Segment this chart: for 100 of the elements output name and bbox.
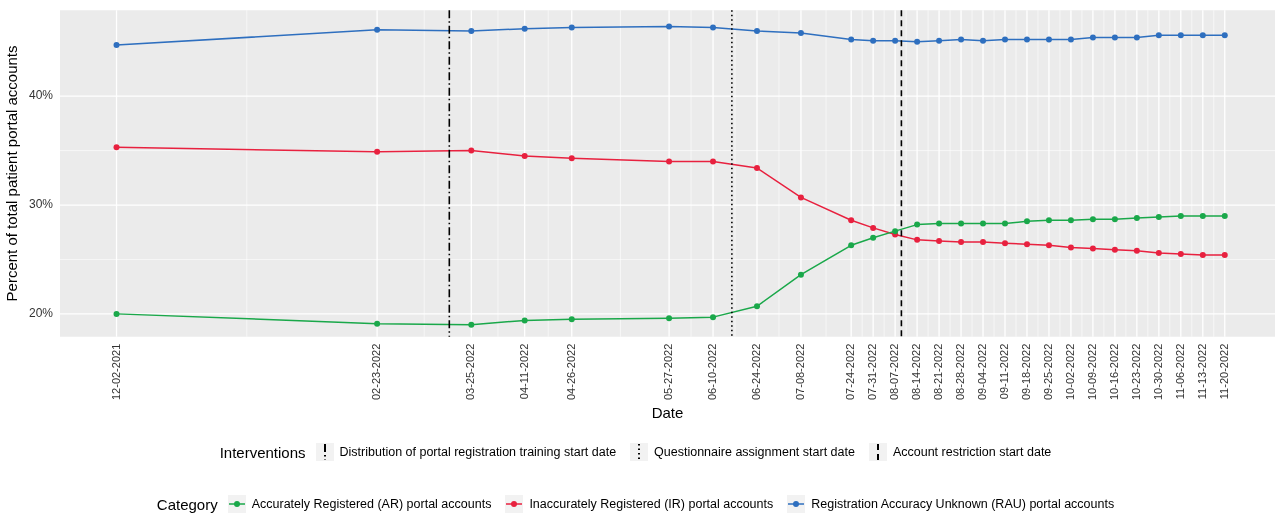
point [980,37,987,44]
point [1133,247,1140,254]
point [568,155,575,162]
point [848,242,855,249]
point [914,221,921,228]
x-tick-label: 09-04-2022 [976,343,989,401]
point [710,314,717,321]
point [870,234,877,241]
x-tick-label: 07-08-2022 [793,343,806,401]
legend-title: Category [156,495,218,513]
x-tick-label: 10-02-2022 [1063,343,1076,401]
point [568,24,575,31]
point [936,220,943,227]
point [374,320,381,327]
point [1002,36,1008,43]
x-tick-label: 10-23-2022 [1129,343,1142,401]
x-tick-label: 05-27-2022 [662,343,675,401]
point [936,37,943,44]
point [914,38,921,45]
point [1199,32,1206,39]
point [980,220,987,227]
point [1045,36,1052,43]
x-tick-label: 03-25-2022 [464,343,477,401]
point [1067,217,1074,224]
point [1002,240,1008,247]
x-tick-label: 10-30-2022 [1151,343,1164,401]
point [892,37,899,44]
y-tick-label: 40% [28,88,54,103]
point [1067,36,1074,43]
legend-label: Questionnaire assignment start date [654,445,855,459]
point [1089,34,1096,41]
point [753,165,760,172]
y-tick-label: 30% [28,197,54,212]
x-tick-label: 06-10-2022 [706,343,719,401]
point [568,316,575,323]
point [468,321,475,328]
point [1023,241,1030,248]
x-tick-label: 10-09-2022 [1085,343,1098,401]
point [753,303,760,310]
point [374,148,381,155]
point [1089,216,1096,223]
point [113,310,120,317]
x-tick-label: 08-28-2022 [954,343,967,401]
point [1177,212,1184,219]
x-tick-label: 11-20-2022 [1217,343,1230,400]
point [468,147,475,154]
point [1221,32,1228,39]
point [1067,244,1074,251]
point [1199,252,1206,259]
x-tick-label: 09-18-2022 [1020,343,1033,401]
point [1155,32,1162,39]
x-tick-label: 12-02-2021 [109,343,122,401]
point [1023,218,1030,225]
point [710,158,717,165]
x-tick-label: 04-11-2022 [517,343,530,400]
point [1133,215,1140,222]
x-tick-label: 09-25-2022 [1041,343,1054,401]
y-tick-label: 20% [28,306,54,321]
x-tick-label: 02-23-2022 [370,343,383,401]
point [1155,249,1162,256]
point [1199,212,1206,219]
point [958,239,965,246]
legend-label: Inaccurately Registered (IR) portal accounts [529,497,774,511]
legend-label: Accurately Registered (AR) portal accounts [251,497,492,511]
point [374,26,381,33]
point [848,217,855,224]
point [1111,34,1118,41]
point [980,239,987,246]
point [1177,251,1184,258]
point [1133,34,1140,41]
point [1221,252,1228,259]
point [1111,216,1118,223]
x-tick-label: 10-16-2022 [1107,343,1120,401]
point [870,37,877,44]
point [1221,212,1228,219]
point [958,36,965,43]
x-tick-label: 11-06-2022 [1173,343,1186,400]
text: Interventions [219,443,306,461]
point [797,271,804,278]
point [1155,214,1162,220]
point [521,317,528,324]
point [870,224,877,231]
point [521,153,528,160]
point [797,30,804,37]
x-tick-label: 11-13-2022 [1195,343,1208,400]
x-axis-title: Date [651,404,684,422]
point [113,42,120,49]
x-tick-label: 07-24-2022 [844,343,857,401]
point [468,27,475,34]
point [113,144,120,151]
point [1111,246,1118,253]
legend-label: Registration Accuracy Unknown (RAU) portal accounts [811,497,1115,511]
legend-label: Account restriction start date [892,445,1052,459]
point [848,36,855,43]
x-tick-label: 06-24-2022 [750,343,763,401]
point [753,27,760,34]
point [521,25,528,32]
x-tick-label: 08-07-2022 [888,343,901,401]
point [1045,242,1052,249]
x-tick-label: 08-14-2022 [910,343,923,401]
